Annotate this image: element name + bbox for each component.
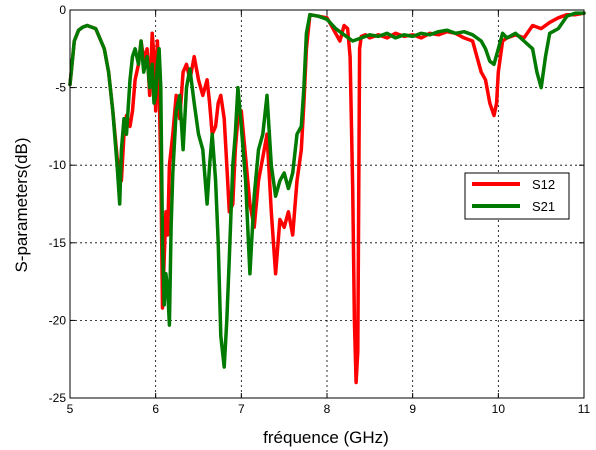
plot-frame bbox=[69, 9, 585, 399]
x-tick-label: 11 bbox=[578, 402, 591, 416]
x-axis-label: fréquence (GHz) bbox=[263, 428, 389, 447]
x-tick-label: 10 bbox=[492, 402, 506, 416]
x-tick-label: 5 bbox=[67, 402, 74, 416]
x-tick-label: 9 bbox=[409, 402, 416, 416]
series-line-s21 bbox=[68, 11, 586, 369]
x-tick-label: 8 bbox=[324, 402, 331, 416]
legend[interactable]: S12 S21 bbox=[464, 172, 570, 220]
y-tick-label: -20 bbox=[49, 313, 67, 327]
y-tick-label: -15 bbox=[49, 236, 67, 250]
y-axis-label: S-parameters(dB) bbox=[12, 137, 31, 272]
x-tick-label: 6 bbox=[152, 402, 159, 416]
y-tick-label: -5 bbox=[55, 81, 66, 95]
series-group bbox=[68, 11, 586, 385]
y-tick-label: 0 bbox=[59, 3, 66, 17]
x-axis-ticks: 5 6 7 8 9 10 11 bbox=[67, 10, 591, 416]
x-tick-label: 7 bbox=[238, 402, 245, 416]
legend-label-s21: S21 bbox=[532, 199, 555, 214]
y-tick-label: -25 bbox=[49, 391, 67, 405]
legend-box bbox=[464, 172, 570, 220]
y-tick-label: -10 bbox=[49, 158, 67, 172]
legend-label-s12: S12 bbox=[532, 177, 555, 192]
